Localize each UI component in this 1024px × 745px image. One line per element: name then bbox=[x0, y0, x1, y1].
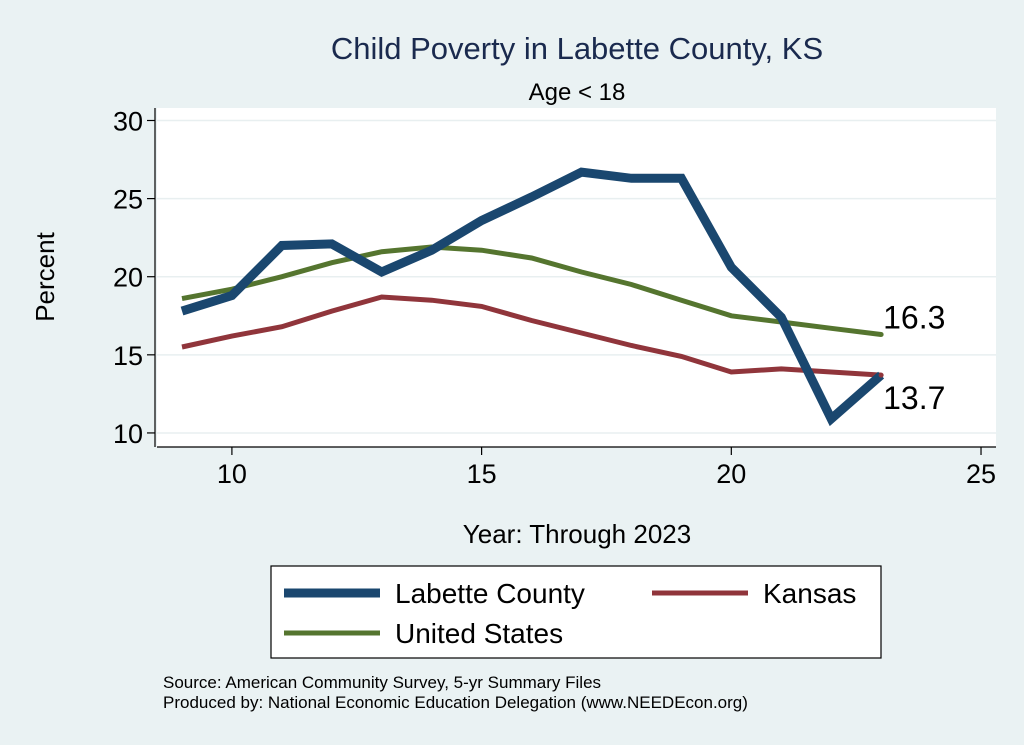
x-tick-label: 10 bbox=[217, 459, 247, 489]
source-note: Source: American Community Survey, 5-yr … bbox=[163, 673, 601, 692]
y-tick-label: 30 bbox=[113, 106, 143, 136]
x-tick-label: 15 bbox=[467, 459, 497, 489]
y-axis-label: Percent bbox=[30, 231, 60, 321]
series-line-kansas bbox=[181, 294, 882, 378]
end-value-label: 13.7 bbox=[883, 380, 945, 416]
series-lines bbox=[180, 167, 885, 427]
series-line-labette-county bbox=[180, 167, 885, 427]
x-tick-label: 20 bbox=[716, 459, 746, 489]
chart-title: Child Poverty in Labette County, KS bbox=[331, 31, 823, 66]
y-tick-label: 15 bbox=[113, 341, 143, 371]
x-axis-label: Year: Through 2023 bbox=[463, 519, 691, 549]
tick-labels: 10 15 20 25 30 10 15 20 25 bbox=[113, 106, 996, 489]
legend-label-labette-county: Labette County bbox=[395, 578, 585, 609]
axes bbox=[154, 108, 996, 448]
x-tick-label: 25 bbox=[966, 459, 996, 489]
gridlines bbox=[157, 119, 996, 434]
chart-subtitle: Age < 18 bbox=[529, 79, 626, 106]
end-value-label: 16.3 bbox=[883, 300, 945, 336]
end-marker bbox=[878, 372, 884, 378]
legend-label-kansas: Kansas bbox=[763, 578, 856, 609]
end-marker bbox=[878, 332, 884, 338]
y-tick-label: 20 bbox=[113, 263, 143, 293]
end-labels: 16.3 13.7 bbox=[878, 300, 945, 416]
producer-note: Produced by: National Economic Education… bbox=[163, 693, 748, 712]
legend-box bbox=[270, 565, 882, 659]
legend-label-united-states: United States bbox=[395, 618, 563, 649]
series-line-united-states bbox=[181, 244, 882, 337]
legend: Labette County Kansas United States bbox=[270, 565, 882, 659]
y-tick-label: 10 bbox=[113, 419, 143, 449]
y-tick-label: 25 bbox=[113, 185, 143, 215]
plot-area bbox=[157, 108, 996, 447]
